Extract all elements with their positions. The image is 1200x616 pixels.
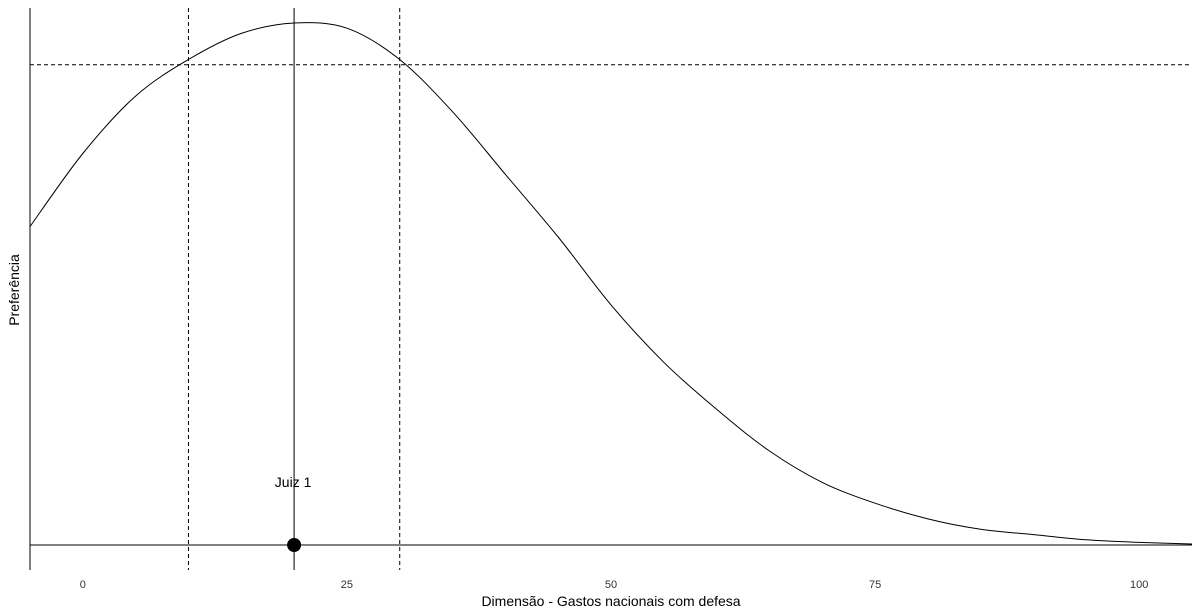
x-tick-label: 0 <box>80 579 86 591</box>
x-axis-label: Dimensão - Gastos nacionais com defesa <box>481 593 740 609</box>
preference-curve <box>29 22 1193 545</box>
judge-point <box>287 538 302 552</box>
x-tick-labels: 0 25 50 75 100 <box>80 579 1149 591</box>
x-tick-label: 50 <box>605 579 617 591</box>
judge-point-label: Juiz 1 <box>275 474 312 490</box>
x-tick-label: 25 <box>341 579 353 591</box>
x-tick-label: 100 <box>1130 579 1148 591</box>
y-axis-label: Preferência <box>6 254 22 326</box>
x-tick-label: 75 <box>869 579 881 591</box>
